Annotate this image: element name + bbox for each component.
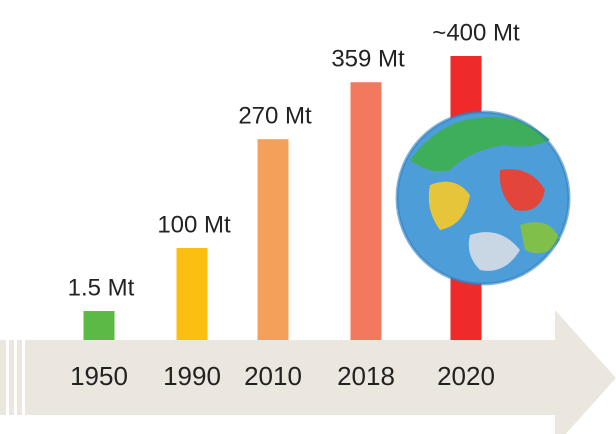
- globe-outline: [395, 110, 571, 286]
- category-label: 2020: [437, 361, 495, 391]
- globe-patch: [410, 116, 550, 172]
- category-label: 1950: [70, 361, 128, 391]
- globe-patch: [428, 181, 470, 230]
- bar: [83, 311, 115, 340]
- arrow-stripe: [22, 340, 25, 415]
- globe: [395, 110, 571, 286]
- category-label: 2018: [337, 361, 395, 391]
- value-label: 1.5 Mt: [68, 274, 135, 301]
- value-label: 359 Mt: [331, 46, 405, 73]
- globe-patch: [468, 232, 520, 271]
- category-label: 2010: [244, 361, 302, 391]
- arrow-body: [0, 310, 616, 434]
- arrow-stripe: [14, 340, 17, 415]
- bar: [350, 82, 382, 341]
- bar: [176, 248, 208, 340]
- globe-patch: [520, 222, 560, 254]
- bar: [257, 139, 289, 340]
- bars: [83, 56, 482, 341]
- value-label: 100 Mt: [157, 211, 231, 238]
- category-label: 1990: [163, 361, 221, 391]
- value-label: 270 Mt: [238, 103, 312, 130]
- timeline-arrow: [0, 310, 616, 434]
- arrow-stripe: [6, 340, 9, 415]
- value-label: ~400 Mt: [432, 19, 520, 46]
- globe-patch: [499, 169, 545, 211]
